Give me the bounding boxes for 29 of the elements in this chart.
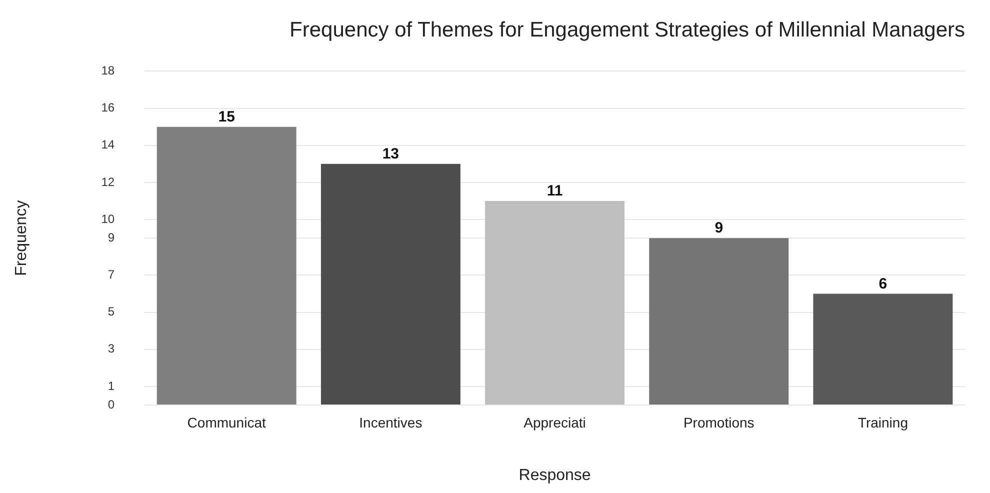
y-tick-label: 9 <box>108 230 115 244</box>
y-tick-label: 16 <box>101 100 115 115</box>
bar <box>320 164 460 404</box>
y-tick-label: 14 <box>101 138 115 152</box>
y-tick-label: 1 <box>108 378 115 393</box>
data-label: 6 <box>878 275 888 292</box>
y-axis-title: Frequency <box>13 200 30 276</box>
chart-title: Frequency of Themes for Engagement Strategies of Millennial Managers <box>290 18 965 42</box>
x-tick-label: Training <box>858 414 908 430</box>
bar <box>649 238 789 404</box>
y-tick-label: 18 <box>101 64 115 78</box>
y-tick-label: 3 <box>108 342 115 356</box>
data-label: 13 <box>382 146 400 163</box>
y-tick-label: 0 <box>108 397 115 412</box>
x-tick-label: Appreciati <box>524 414 586 430</box>
x-tick-label: Promotions <box>683 414 754 430</box>
data-label: 15 <box>218 108 235 126</box>
x-axis-title: Response <box>518 466 591 484</box>
data-label: 11 <box>546 182 563 200</box>
bar <box>813 294 953 404</box>
x-tick-label: Communicat <box>187 414 266 430</box>
y-tick-label: 12 <box>101 174 115 189</box>
bar <box>485 201 625 404</box>
y-tick-label: 7 <box>108 268 115 282</box>
x-tick-label: Incentives <box>359 414 422 430</box>
y-tick-label: 10 <box>101 212 115 226</box>
bar <box>156 126 296 404</box>
y-tick-label: 5 <box>108 304 115 319</box>
data-label: 9 <box>714 220 724 237</box>
